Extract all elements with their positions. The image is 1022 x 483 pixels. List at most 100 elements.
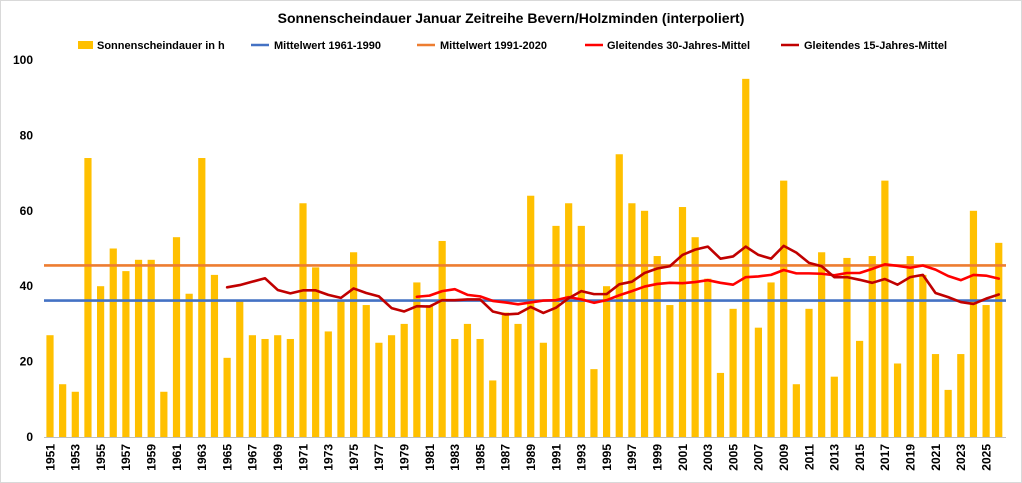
bar-1963 (198, 158, 206, 437)
x-tick-label-2015: 2015 (853, 444, 867, 471)
y-tick-label-100: 100 (13, 53, 33, 67)
bar-2004 (716, 372, 725, 437)
bar-1964 (210, 274, 219, 437)
x-tick-label-1969: 1969 (271, 444, 285, 471)
x-tick-label-2017: 2017 (878, 444, 892, 471)
x-tick-label-1995: 1995 (600, 444, 614, 471)
bar-1992 (565, 203, 573, 437)
x-tick-label-2023: 2023 (954, 444, 968, 471)
x-tick-label-2021: 2021 (929, 444, 943, 471)
x-tick-label-1989: 1989 (524, 444, 538, 471)
bar-2005 (729, 308, 737, 437)
bar-2017 (881, 180, 889, 437)
bar-2011 (805, 308, 813, 437)
bar-1988 (514, 323, 522, 437)
x-tick-label-1993: 1993 (575, 444, 589, 471)
bar-1966 (236, 301, 244, 437)
bar-2010 (792, 384, 800, 437)
y-tick-label-20: 20 (20, 355, 34, 369)
x-tick-label-1953: 1953 (69, 444, 83, 471)
x-tick-label-2013: 2013 (828, 444, 842, 471)
bar-2024 (969, 210, 978, 437)
bar-2000 (666, 305, 674, 437)
bar-2018 (893, 363, 902, 437)
bar-1955 (97, 286, 105, 437)
bar-1990 (539, 342, 547, 437)
bar-1960 (160, 391, 168, 437)
legend: Sonnenscheindauer in h Mittelwert 1961-1… (78, 40, 947, 52)
x-tick-label-2001: 2001 (676, 444, 690, 471)
bar-1953 (71, 391, 79, 437)
bar-1999 (653, 256, 661, 437)
x-tick-label-1971: 1971 (296, 444, 310, 471)
x-tick-label-1983: 1983 (448, 444, 462, 471)
bar-1970 (286, 338, 294, 437)
bar-2007 (754, 327, 762, 437)
legend-label-moving-avg-15: Gleitendes 15-Jahres-Mittel (804, 40, 947, 52)
bar-2020 (919, 274, 927, 437)
x-tick-label-1955: 1955 (94, 444, 108, 471)
x-tick-label-1965: 1965 (220, 444, 234, 471)
x-tick-label-1979: 1979 (398, 444, 412, 471)
bar-1993 (577, 225, 585, 437)
legend-label-sunshine: Sonnenscheindauer in h (97, 40, 225, 52)
legend-label-moving-avg-30: Gleitendes 30-Jahres-Mittel (607, 40, 750, 52)
bar-series (46, 78, 1003, 438)
y-tick-label-0: 0 (26, 430, 33, 444)
bar-2013 (830, 376, 838, 437)
x-tick-label-2011: 2011 (802, 444, 816, 470)
x-tick-label-1951: 1951 (43, 444, 57, 471)
bar-2019 (906, 256, 914, 437)
bar-1997 (628, 203, 636, 437)
bar-2023 (957, 354, 965, 437)
bar-1962 (185, 293, 193, 437)
bar-1994 (590, 369, 598, 437)
bar-1995 (603, 286, 611, 437)
y-tick-label-60: 60 (20, 204, 34, 218)
x-tick-label-1961: 1961 (170, 444, 184, 471)
bar-1951 (46, 335, 54, 437)
y-tick-label-80: 80 (20, 128, 34, 142)
x-tick-label-2019: 2019 (904, 444, 918, 471)
bar-2021 (931, 354, 940, 437)
x-tick-label-1967: 1967 (246, 444, 260, 471)
bar-2009 (780, 180, 788, 437)
bar-1982 (438, 240, 446, 437)
bar-1957 (122, 271, 130, 437)
x-tick-label-2009: 2009 (777, 444, 791, 471)
bar-1973 (324, 331, 332, 437)
x-tick-label-1985: 1985 (473, 444, 487, 471)
bar-1986 (489, 380, 497, 437)
moving-avg-15-line (225, 244, 1001, 316)
plot-area: 0 20 40 60 80 100 1951 1953 1955 1957 1959 1961 1963… (13, 53, 1006, 471)
bar-2012 (818, 252, 826, 437)
bar-1987 (501, 312, 509, 437)
bar-1968 (261, 338, 269, 437)
x-tick-label-1973: 1973 (322, 444, 336, 471)
bar-1998 (640, 210, 649, 437)
x-tick-label-2007: 2007 (752, 444, 766, 471)
bar-2015 (856, 340, 864, 437)
bar-2006 (742, 78, 750, 437)
x-tick-label-1959: 1959 (145, 444, 159, 471)
bar-1974 (337, 301, 345, 437)
bar-1971 (299, 203, 307, 437)
legend-label-mean-1961-1990: Mittelwert 1961-1990 (274, 40, 381, 52)
bar-1965 (223, 357, 231, 437)
bar-1959 (147, 259, 155, 437)
bar-2016 (868, 256, 876, 437)
bar-2026 (995, 242, 1003, 437)
bar-1978 (387, 335, 396, 437)
x-tick-label-2025: 2025 (979, 444, 993, 471)
bar-2001 (678, 207, 687, 437)
bar-1952 (59, 384, 67, 437)
bar-1956 (109, 248, 117, 437)
x-tick-label-1987: 1987 (499, 444, 513, 471)
bar-2008 (767, 282, 775, 437)
bar-1979 (400, 323, 408, 437)
x-axis-labels: 1951 1953 1955 1957 1959 1961 1963 1965 1967 1969… (43, 444, 993, 471)
bar-1980 (413, 282, 421, 437)
bar-2002 (691, 237, 699, 437)
bar-1989 (527, 195, 535, 437)
